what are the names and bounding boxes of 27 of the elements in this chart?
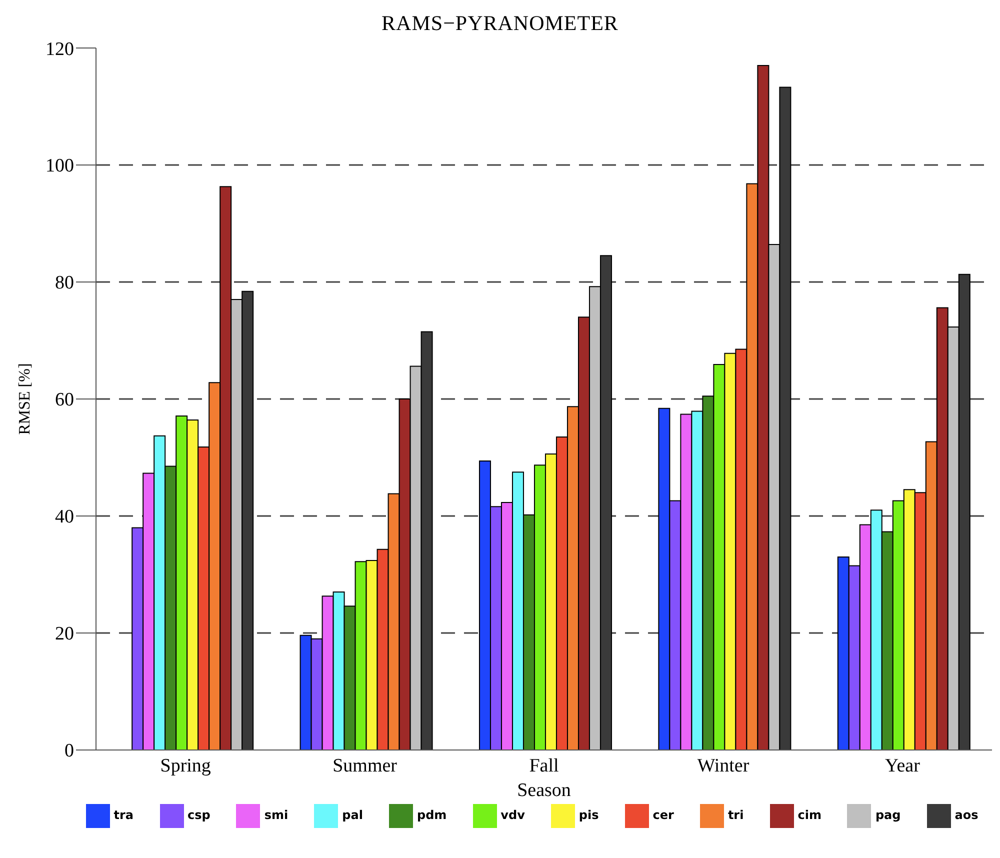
legend-label: vdv bbox=[500, 808, 525, 822]
legend-label: tra bbox=[114, 808, 134, 822]
legend-label: aos bbox=[954, 808, 978, 822]
x-tick-label: Fall bbox=[529, 755, 559, 776]
legend-label: smi bbox=[264, 808, 288, 822]
x-tick-label: Winter bbox=[697, 755, 750, 776]
legend-label: csp bbox=[188, 808, 210, 822]
legend-label: pag bbox=[875, 808, 901, 822]
legend-label: pdm bbox=[416, 808, 447, 822]
x-tick-label: Summer bbox=[332, 755, 398, 776]
y-tick-label: 80 bbox=[55, 272, 74, 294]
y-tick-label: 40 bbox=[55, 506, 74, 528]
x-tick-label: Year bbox=[884, 755, 921, 776]
y-tick-label: 0 bbox=[64, 740, 74, 762]
legend-label: pal bbox=[342, 808, 363, 822]
legend-label: cim bbox=[798, 808, 822, 822]
y-tick-label: 100 bbox=[46, 156, 74, 177]
legend-label: pis bbox=[578, 808, 599, 822]
y-tick-label: 120 bbox=[46, 38, 74, 60]
x-axis-title: Season bbox=[517, 780, 572, 801]
y-tick-label: 20 bbox=[55, 624, 74, 645]
legend-label: tri bbox=[728, 808, 744, 822]
chart-title: RAMS−PYRANOMETER bbox=[382, 11, 618, 35]
x-tick-label: Spring bbox=[160, 755, 212, 776]
legend-label: cer bbox=[652, 808, 674, 822]
y-axis-title: RMSE [%] bbox=[16, 363, 34, 435]
y-tick-label: 60 bbox=[55, 390, 74, 411]
